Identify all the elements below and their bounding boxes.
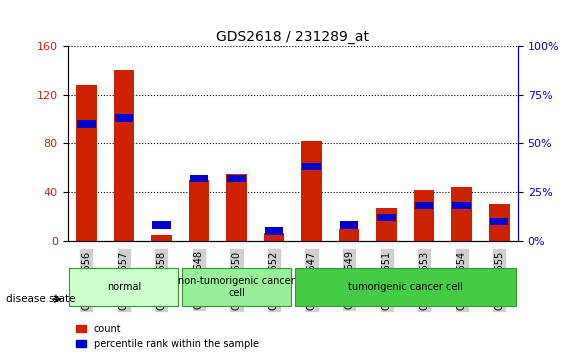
Bar xyxy=(339,222,358,229)
FancyBboxPatch shape xyxy=(294,268,516,306)
Bar xyxy=(226,174,247,241)
Bar xyxy=(489,204,510,241)
Bar xyxy=(263,233,284,241)
Bar xyxy=(302,163,321,170)
Bar xyxy=(152,222,171,229)
Bar xyxy=(115,114,133,122)
Bar xyxy=(227,175,246,182)
Bar xyxy=(376,208,397,241)
Bar xyxy=(189,180,209,241)
Bar xyxy=(415,202,434,209)
Bar xyxy=(114,70,134,241)
Bar xyxy=(490,218,508,225)
Text: tumorigenic cancer cell: tumorigenic cancer cell xyxy=(348,282,463,292)
Text: disease state: disease state xyxy=(6,294,75,304)
Bar xyxy=(76,85,97,241)
Text: normal: normal xyxy=(107,282,141,292)
Bar xyxy=(301,141,322,241)
Bar xyxy=(151,235,172,241)
Title: GDS2618 / 231289_at: GDS2618 / 231289_at xyxy=(216,30,369,44)
Bar xyxy=(190,175,208,182)
FancyBboxPatch shape xyxy=(69,268,178,306)
Bar xyxy=(339,229,359,241)
Bar xyxy=(414,190,435,241)
Bar xyxy=(77,120,96,127)
FancyBboxPatch shape xyxy=(182,268,291,306)
Legend: count, percentile rank within the sample: count, percentile rank within the sample xyxy=(73,320,263,353)
Bar xyxy=(377,214,396,221)
Bar xyxy=(452,187,472,241)
Bar xyxy=(453,202,471,209)
Text: non-tumorigenic cancer
cell: non-tumorigenic cancer cell xyxy=(178,275,295,298)
Bar xyxy=(265,227,283,235)
